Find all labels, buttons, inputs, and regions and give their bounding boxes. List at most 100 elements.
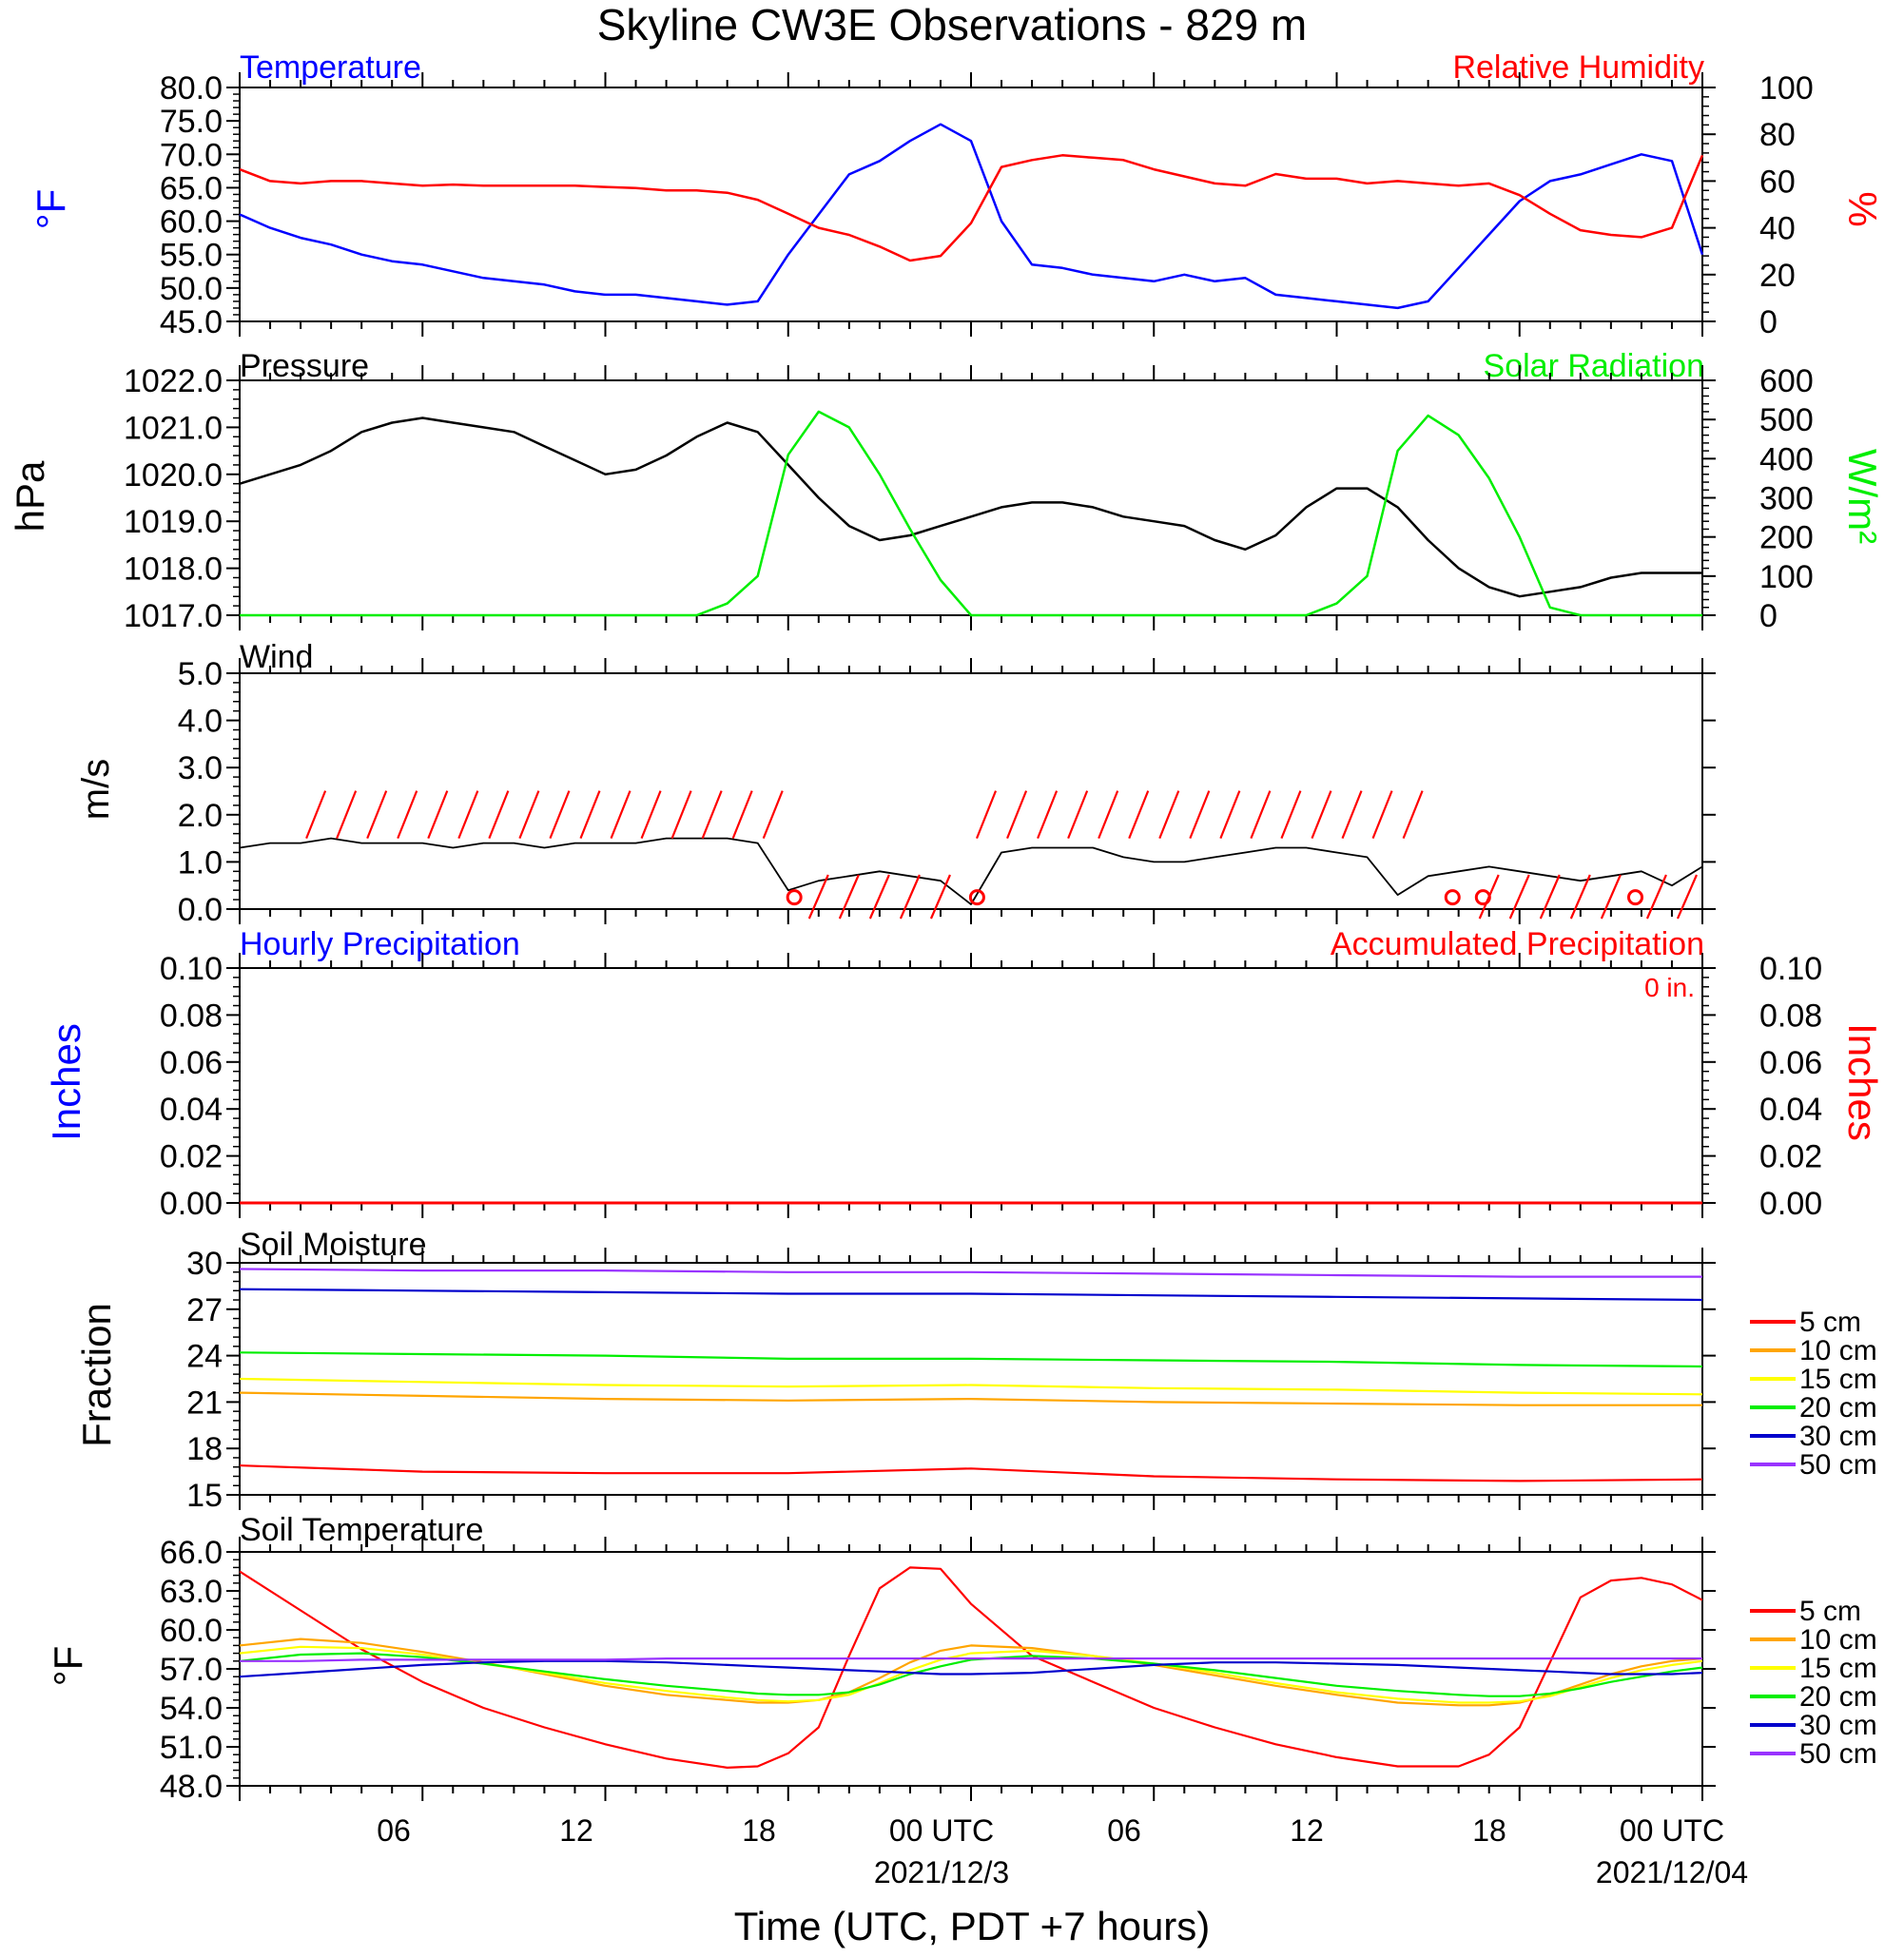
y-tick-label-3-right-1: 0.02	[1759, 1139, 1822, 1175]
y-tick-label-5-left-4: 60.0	[160, 1613, 223, 1649]
y-tick-label-1-right-2: 200	[1759, 520, 1814, 556]
legend-label-4: 30 cm	[1799, 1421, 1877, 1452]
calm-wind-circle	[1627, 889, 1644, 906]
soil-moisture-axis-unit: Fraction	[74, 1303, 119, 1447]
wind-barb	[838, 874, 860, 920]
plot-frame-1	[239, 379, 1703, 616]
wind-barb	[1067, 790, 1089, 840]
legend-label-2: 15 cm	[1799, 1364, 1877, 1395]
y-tick-label-3-left-2: 0.04	[160, 1092, 223, 1128]
soil-moisture-line-4	[239, 1288, 1703, 1302]
hourly-precip-panel-title: Hourly Precipitation	[240, 926, 520, 962]
y-tick-label-4-left-5: 30	[186, 1246, 223, 1282]
legend-label-3: 20 cm	[1799, 1392, 1877, 1424]
pressure-axis-unit: hPa	[8, 460, 52, 532]
plot-frame-2	[239, 672, 1703, 910]
y-tick-label-1-left-0: 1017.0	[124, 598, 223, 634]
wind-barb	[1402, 790, 1424, 840]
soil-temp-line-5	[240, 1657, 1702, 1662]
y-tick-label-0-right-0: 0	[1759, 304, 1778, 340]
y-tick-label-2-left-3: 3.0	[178, 750, 223, 786]
wind-barb	[1508, 874, 1530, 920]
pressure-line	[239, 417, 1702, 598]
y-tick-label-5-left-6: 66.0	[160, 1535, 223, 1571]
wind-barb	[366, 790, 388, 840]
soil-moisture-line-0	[239, 1464, 1703, 1482]
y-tick-label-0-left-5: 70.0	[160, 137, 223, 173]
y-tick-label-3-right-2: 0.04	[1759, 1092, 1822, 1128]
x-tick-label-0: 06	[377, 1813, 411, 1848]
y-tick-label-0-left-4: 65.0	[160, 170, 223, 206]
y-tick-label-0-left-6: 75.0	[160, 104, 223, 140]
x-tick-label-1: 12	[559, 1813, 593, 1848]
y-tick-label-3-right-3: 0.06	[1759, 1045, 1822, 1081]
x-tick-label-3: 00 UTC	[889, 1813, 994, 1848]
y-tick-label-0-left-2: 55.0	[160, 238, 223, 274]
soil-moisture-line-1	[239, 1391, 1702, 1406]
y-tick-label-2-left-2: 2.0	[178, 798, 223, 834]
wind-barb	[929, 874, 951, 920]
y-tick-label-1-right-0: 0	[1759, 598, 1778, 634]
wind-barb	[1311, 790, 1332, 840]
x-tick-label-4: 06	[1107, 1813, 1141, 1848]
x-axis-title: Time (UTC, PDT +7 hours)	[734, 1904, 1211, 1948]
wind-barb	[1189, 790, 1211, 840]
legend-label-5: 50 cm	[1799, 1449, 1877, 1481]
legend-label-3: 20 cm	[1799, 1681, 1877, 1713]
wind-barb	[975, 790, 998, 840]
y-tick-label-1-left-3: 1020.0	[124, 457, 223, 494]
calm-wind-circle	[968, 889, 985, 906]
plot-frame-3	[239, 967, 1703, 1204]
wind-barb	[1280, 790, 1302, 840]
wind-barb	[1600, 874, 1622, 920]
accum-precip-axis-unit: Inches	[1840, 1023, 1885, 1141]
wind-barb	[762, 790, 784, 840]
plot-frame-0	[239, 87, 1703, 322]
calm-wind-circle	[1444, 889, 1461, 906]
wind-barb	[1539, 874, 1561, 920]
wind-barb	[427, 790, 449, 840]
calm-wind-circle	[1474, 889, 1491, 906]
wind-barb	[336, 790, 358, 840]
temperature-panel-title: Temperature	[240, 49, 421, 86]
y-tick-label-1-right-5: 500	[1759, 402, 1814, 438]
soil-temp-line-0	[239, 1566, 1703, 1770]
hourly-precip-axis-unit: Inches	[44, 1023, 88, 1141]
y-tick-label-0-right-5: 100	[1759, 70, 1814, 107]
y-tick-label-5-left-0: 48.0	[160, 1769, 223, 1805]
y-tick-label-2-left-0: 0.0	[178, 892, 223, 928]
humidity-line	[239, 154, 1704, 262]
soil-temp-line-4	[239, 1659, 1703, 1678]
y-tick-label-0-left-1: 50.0	[160, 271, 223, 307]
wind-barb	[397, 790, 418, 840]
y-tick-label-3-left-1: 0.02	[160, 1139, 223, 1175]
y-tick-label-3-right-0: 0.00	[1759, 1186, 1822, 1222]
wind-barb	[731, 790, 753, 840]
wind-barb	[610, 790, 631, 840]
temperature-line	[239, 123, 1704, 310]
pressure-panel-title: Pressure	[240, 348, 369, 384]
wind-barb	[1037, 790, 1059, 840]
wind-barb	[1341, 790, 1363, 840]
wind-barb	[1006, 790, 1028, 840]
y-tick-label-3-left-5: 0.10	[160, 951, 223, 987]
y-tick-label-4-left-1: 18	[186, 1431, 223, 1467]
y-tick-label-3-left-3: 0.06	[160, 1045, 223, 1081]
y-tick-label-0-right-3: 60	[1759, 164, 1796, 200]
accum-precip-panel-title: Accumulated Precipitation	[1331, 926, 1704, 962]
soil-temp-axis-unit: °F	[46, 1646, 90, 1686]
y-tick-label-3-right-5: 0.10	[1759, 951, 1822, 987]
accum-precip-total: 0 in.	[1644, 973, 1695, 1002]
x-tick-label-5: 12	[1290, 1813, 1324, 1848]
y-tick-label-1-right-6: 600	[1759, 363, 1814, 399]
wind-barb	[1676, 874, 1698, 920]
x-date-label-0: 2021/12/3	[874, 1855, 1009, 1889]
y-tick-label-4-left-3: 24	[186, 1339, 223, 1375]
soil-moisture-line-3	[239, 1351, 1703, 1368]
y-tick-label-3-left-0: 0.00	[160, 1186, 223, 1222]
wind-barb	[899, 874, 921, 920]
legend-label-1: 10 cm	[1799, 1624, 1877, 1656]
y-tick-label-3-left-4: 0.08	[160, 998, 223, 1034]
wind-barb	[579, 790, 601, 840]
